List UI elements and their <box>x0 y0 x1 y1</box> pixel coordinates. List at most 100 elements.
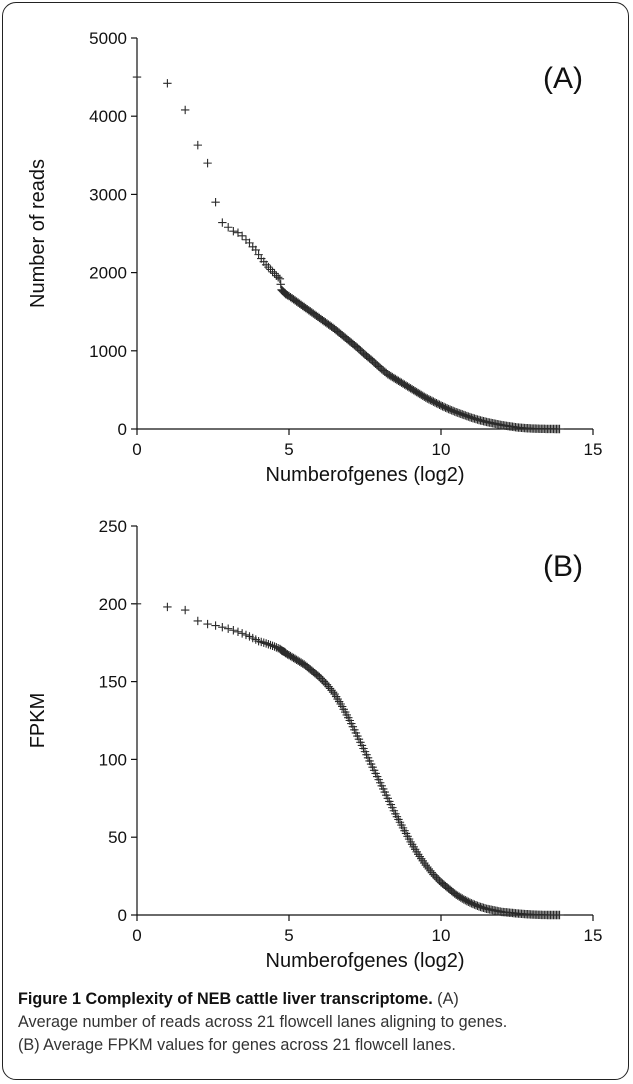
data-point <box>382 790 391 800</box>
data-point <box>224 223 233 232</box>
panel-a: 0 1000 2000 3000 4000 5000 0 5 10 15 Numberofgenes… <box>0 0 633 500</box>
figure-caption: Figure 1 Complexity of NEB cattle liver … <box>18 988 618 1057</box>
data-point <box>203 158 212 168</box>
data-point <box>264 640 273 649</box>
data-point <box>281 648 290 658</box>
x-tick-label: 0 <box>132 926 141 945</box>
y-tick-label: 250 <box>99 517 127 536</box>
chart-b: 0 50 100 150 200 250 0 5 10 15 Numberofgenes (log2… <box>27 517 603 972</box>
data-point <box>241 630 251 640</box>
data-point <box>415 852 424 861</box>
y-tick-label: 5000 <box>89 29 127 48</box>
data-point <box>289 653 298 663</box>
data-point <box>275 274 285 284</box>
data-point <box>380 367 389 376</box>
x-tick-label: 10 <box>432 440 451 459</box>
data-point <box>319 317 329 326</box>
data-point <box>418 391 427 401</box>
data-point <box>132 72 142 82</box>
y-axis-label: FPKM <box>27 693 49 749</box>
x-tick-label: 10 <box>432 926 451 945</box>
data-point <box>132 599 142 608</box>
caption-line-2: Average number of reads across 21 flowce… <box>18 1013 508 1031</box>
data-point <box>448 888 458 897</box>
y-axis-label: Number of reads <box>27 159 49 308</box>
data-point <box>273 273 283 282</box>
data-point <box>433 875 443 884</box>
x-axis-label: Numberofgenes (log2) <box>266 950 465 972</box>
x-tick-label: 15 <box>584 926 603 945</box>
data-point <box>229 626 238 635</box>
data-point <box>180 105 190 115</box>
caption-title: Figure 1 Complexity of NEB cattle liver … <box>18 990 433 1008</box>
data-point <box>266 640 275 650</box>
data-point <box>357 347 367 357</box>
y-tick-label: 50 <box>108 828 127 847</box>
data-point <box>163 79 172 88</box>
data-point <box>268 267 277 277</box>
data-point <box>237 231 247 241</box>
data-point <box>433 399 443 409</box>
data-point <box>304 664 313 673</box>
data-point <box>359 744 368 753</box>
y-tick-label: 2000 <box>89 264 127 283</box>
data-point <box>426 395 435 405</box>
caption-line-1: (A) <box>432 990 459 1008</box>
data-point <box>426 866 435 876</box>
data-point <box>312 311 321 320</box>
data-point <box>388 372 397 382</box>
data-point <box>374 775 383 784</box>
data-point <box>312 670 321 679</box>
y-tick-label: 0 <box>118 420 127 439</box>
data-point <box>289 295 298 304</box>
data-point <box>553 910 563 920</box>
chart-a: 0 1000 2000 3000 4000 5000 0 5 10 15 Numberofgenes… <box>27 29 603 486</box>
panel-label: (B) <box>543 550 583 583</box>
data-point <box>448 406 458 416</box>
data-point <box>389 806 399 815</box>
data-point <box>441 881 450 891</box>
data-point <box>553 424 563 434</box>
data-point <box>395 377 405 386</box>
data-point <box>224 624 233 633</box>
data-point <box>211 621 220 630</box>
data-point <box>441 403 450 412</box>
data-point <box>372 360 382 370</box>
caption-line-3: (B) Average FPKM values for genes across… <box>18 1036 456 1054</box>
data-point <box>327 686 336 695</box>
data-point <box>334 328 344 337</box>
x-tick-label: 0 <box>132 440 141 459</box>
data-point <box>350 340 359 350</box>
y-tick-label: 200 <box>99 595 127 614</box>
data-point <box>456 893 465 902</box>
data-point <box>270 269 279 278</box>
data-point <box>344 713 353 722</box>
data-point <box>342 334 351 344</box>
x-tick-label: 5 <box>284 440 293 459</box>
data-point <box>251 245 260 255</box>
data-point <box>193 140 202 150</box>
data-point <box>351 728 361 738</box>
panel-label: (A) <box>543 62 583 95</box>
data-point <box>417 854 426 863</box>
data-point <box>268 641 277 651</box>
data-point <box>319 677 329 686</box>
data-point <box>464 897 473 906</box>
data-points <box>132 72 564 434</box>
data-point <box>281 289 290 298</box>
data-point <box>180 605 190 615</box>
y-tick-label: 1000 <box>89 342 127 361</box>
y-tick-label: 0 <box>118 906 127 925</box>
data-point <box>261 639 271 648</box>
data-points <box>132 599 564 920</box>
data-point <box>193 616 202 626</box>
data-point <box>270 642 279 651</box>
data-point <box>418 856 427 866</box>
data-point <box>304 306 313 315</box>
data-point <box>397 820 406 830</box>
data-point <box>471 900 481 910</box>
x-tick-label: 15 <box>584 440 603 459</box>
y-tick-label: 4000 <box>89 107 127 126</box>
data-point <box>412 847 421 857</box>
